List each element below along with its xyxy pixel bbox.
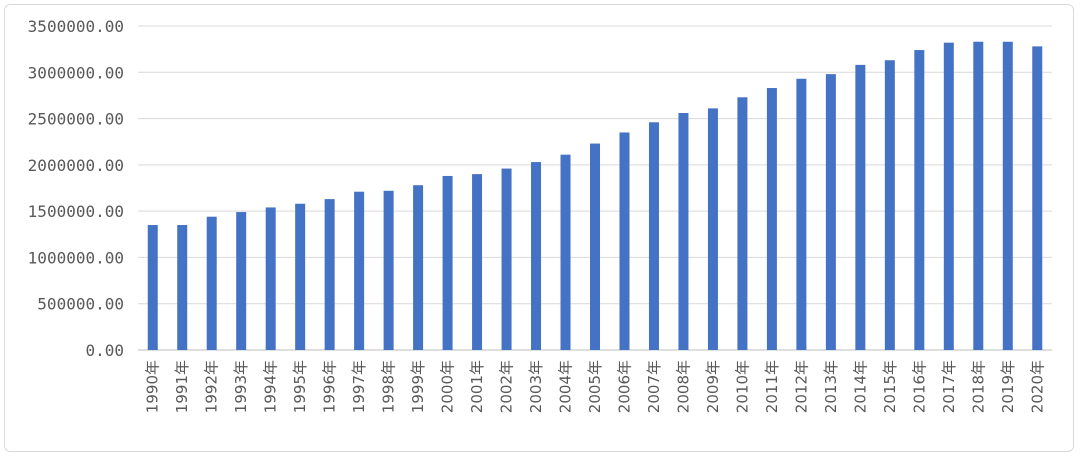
bar	[1002, 41, 1013, 350]
y-tick-label: 2000000.00	[28, 156, 124, 175]
x-tick-label: 1990年	[144, 360, 162, 413]
x-tick-label: 2001年	[468, 360, 486, 413]
bar	[147, 225, 158, 350]
bar	[177, 225, 188, 350]
bar	[943, 42, 954, 351]
y-tick-label: 0.00	[85, 341, 124, 360]
x-tick-label: 1992年	[203, 360, 221, 413]
bar	[766, 88, 777, 350]
x-tick-label: 2015年	[881, 360, 899, 413]
x-tick-label: 1999年	[409, 360, 427, 413]
x-tick-label: 2020年	[1028, 360, 1046, 413]
bar	[413, 185, 424, 350]
x-tick-label: 2013年	[822, 360, 840, 413]
bar	[796, 78, 807, 350]
y-tick-label: 500000.00	[37, 295, 124, 314]
bar	[324, 199, 335, 350]
x-tick-label: 2019年	[999, 360, 1017, 413]
x-tick-label: 1997年	[350, 360, 368, 413]
x-tick-label: 2002年	[498, 360, 516, 413]
bar	[590, 143, 600, 350]
x-tick-label: 2006年	[615, 360, 633, 413]
x-tick-label: 2012年	[792, 360, 810, 413]
x-tick-label: 1994年	[262, 360, 280, 413]
x-tick-label: 2003年	[527, 360, 545, 413]
x-tick-label: 2000年	[439, 360, 457, 413]
bar	[855, 64, 866, 350]
bar	[973, 41, 984, 350]
x-tick-label: 2007年	[645, 360, 663, 413]
x-tick-label: 2017年	[940, 360, 958, 413]
y-tick-label: 1000000.00	[28, 248, 124, 267]
y-tick-label: 3000000.00	[28, 63, 124, 82]
x-tick-label: 2008年	[674, 360, 692, 413]
bar	[737, 97, 748, 350]
x-tick-label: 1998年	[380, 360, 398, 413]
bar	[206, 216, 217, 350]
bar	[707, 108, 718, 350]
bar	[295, 203, 306, 350]
x-tick-label: 2009年	[704, 360, 722, 413]
x-tick-label: 1995年	[291, 360, 309, 413]
bar	[619, 132, 630, 350]
y-tick-label: 2500000.00	[28, 110, 124, 129]
bar	[236, 212, 247, 350]
x-tick-label: 2005年	[586, 360, 604, 413]
x-tick-label: 2011年	[763, 360, 781, 413]
x-tick-label: 2004年	[557, 360, 575, 413]
x-tick-label: 2018年	[969, 360, 987, 413]
bar	[678, 113, 689, 350]
y-tick-label: 1500000.00	[28, 202, 124, 221]
bar	[884, 60, 895, 350]
bar	[472, 174, 483, 350]
bar	[265, 207, 276, 350]
bar	[560, 154, 571, 350]
bar	[825, 74, 836, 350]
bar	[354, 191, 365, 350]
y-tick-label: 3500000.00	[28, 17, 124, 36]
bar	[383, 190, 394, 350]
x-tick-label: 2016年	[910, 360, 928, 413]
bar	[442, 175, 453, 350]
x-tick-label: 2010年	[733, 360, 751, 413]
bar	[914, 50, 925, 350]
bar	[531, 162, 542, 350]
x-tick-label: 2014年	[851, 360, 869, 413]
bar	[1032, 46, 1043, 350]
bar	[648, 122, 659, 350]
x-tick-label: 1996年	[321, 360, 339, 413]
bar	[501, 168, 512, 350]
x-tick-label: 1993年	[232, 360, 250, 413]
x-tick-label: 1991年	[173, 360, 191, 413]
